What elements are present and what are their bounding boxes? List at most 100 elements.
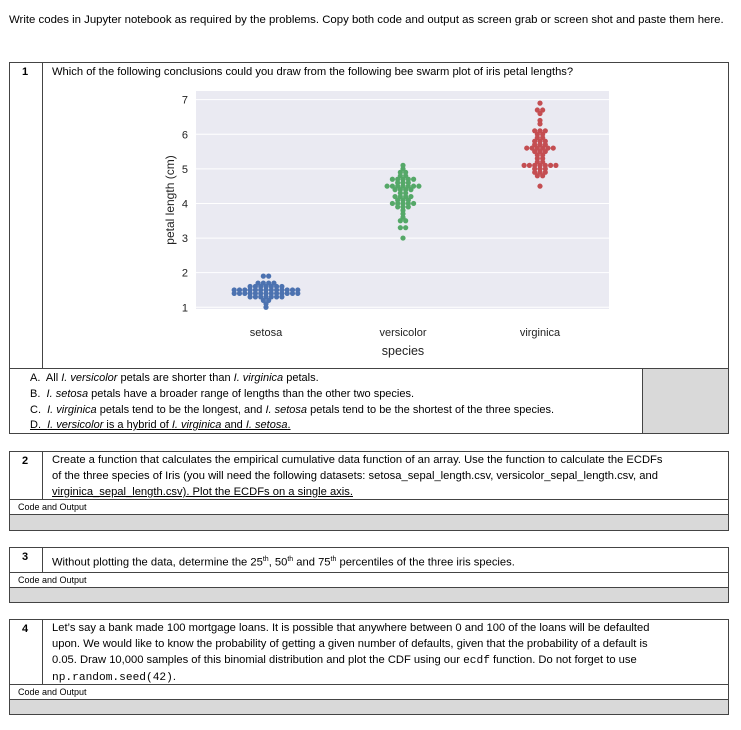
swarm-point xyxy=(403,173,409,179)
option-a[interactable]: A. All I. versicolor petals are shorter … xyxy=(30,372,319,384)
swarm-point xyxy=(537,100,543,106)
swarm-point xyxy=(242,287,248,293)
code-output-label: Code and Output xyxy=(18,502,87,512)
swarm-point xyxy=(268,283,274,290)
swarm-point xyxy=(534,173,540,179)
swarm-point xyxy=(416,183,422,189)
instructions-text: Write codes in Jupyter notebook as requi… xyxy=(9,14,724,26)
x-tick-label: virginica xyxy=(520,327,561,339)
code-output-label: Code and Output xyxy=(18,575,87,585)
swarm-point xyxy=(553,162,559,168)
swarm-point xyxy=(260,273,266,279)
swarm-point xyxy=(266,273,272,279)
swarm-point xyxy=(405,197,411,203)
swarm-point xyxy=(403,225,409,231)
swarm-point xyxy=(403,190,409,196)
swarm-point xyxy=(397,225,403,231)
swarm-point xyxy=(400,235,406,241)
question-number: 4 xyxy=(22,623,29,635)
swarm-point xyxy=(542,142,548,148)
swarm-point xyxy=(258,294,264,300)
code-output-area[interactable] xyxy=(9,699,729,715)
y-tick-label: 2 xyxy=(182,268,188,280)
y-axis-title: petal length (cm) xyxy=(163,155,177,244)
swarm-point xyxy=(526,162,533,168)
question-number: 3 xyxy=(22,551,29,563)
swarm-point xyxy=(550,145,556,151)
swarm-point xyxy=(400,162,406,168)
code-output-label: Code and Output xyxy=(18,687,87,697)
swarm-point xyxy=(279,283,285,290)
question-text: Which of the following conclusions could… xyxy=(52,66,574,78)
swarm-point xyxy=(537,117,543,124)
option-d[interactable]: D. I. versicolor is a hybrid of I. virgi… xyxy=(30,419,291,431)
swarm-point xyxy=(236,287,243,293)
swarm-point xyxy=(397,187,403,193)
swarm-point xyxy=(397,173,403,179)
swarm-point xyxy=(534,145,540,151)
swarm-point xyxy=(263,294,269,300)
swarm-point xyxy=(542,128,548,134)
swarm-point xyxy=(405,180,411,186)
y-tick-label: 1 xyxy=(182,302,188,314)
swarm-point xyxy=(534,159,540,165)
option-b[interactable]: B. I. setosa petals have a broader range… xyxy=(30,388,415,400)
swarm-point xyxy=(540,159,546,165)
swarm-point xyxy=(268,294,274,300)
question-text: Let’s say a bank made 100 mortgage loans… xyxy=(52,622,650,684)
swarm-point xyxy=(389,176,395,182)
swarm-point xyxy=(295,290,301,297)
swarm-point xyxy=(537,128,543,134)
x-tick-label: setosa xyxy=(250,327,283,339)
swarm-point xyxy=(521,162,527,168)
swarm-point xyxy=(540,135,546,141)
code-output-area[interactable] xyxy=(9,587,729,603)
swarm-point xyxy=(537,183,543,189)
y-tick-label: 3 xyxy=(182,233,188,245)
question-number: 1 xyxy=(22,66,29,78)
question-text: Create a function that calculates the em… xyxy=(52,454,663,498)
x-tick-label: versicolor xyxy=(379,327,426,339)
swarm-point xyxy=(411,176,417,182)
swarm-point xyxy=(540,173,546,179)
swarm-point xyxy=(289,290,296,297)
swarm-point xyxy=(284,290,290,297)
swarm-point xyxy=(258,283,264,290)
swarm-point xyxy=(542,166,548,172)
swarm-point xyxy=(411,200,417,207)
y-tick-label: 7 xyxy=(182,95,188,107)
swarm-point xyxy=(532,128,538,134)
swarm-point xyxy=(534,107,540,113)
y-tick-label: 6 xyxy=(182,129,188,141)
swarm-point xyxy=(400,211,406,217)
swarm-point xyxy=(408,187,414,193)
swarm-point xyxy=(263,304,269,310)
swarm-point xyxy=(397,193,403,200)
swarm-point xyxy=(524,145,530,151)
option-c[interactable]: C. I. virginica petals tend to be the lo… xyxy=(30,404,555,416)
swarm-point xyxy=(274,283,280,290)
swarm-point xyxy=(279,294,285,300)
swarm-point xyxy=(384,183,390,189)
swarm-point xyxy=(274,294,280,300)
swarm-point xyxy=(548,162,554,168)
swarm-point xyxy=(247,283,253,290)
swarm-point xyxy=(540,107,546,113)
answer-box-1[interactable] xyxy=(642,368,729,434)
question-number: 2 xyxy=(22,455,29,467)
code-output-area[interactable] xyxy=(9,514,729,531)
swarm-point xyxy=(252,294,258,300)
swarm-point xyxy=(534,152,540,158)
swarm-point xyxy=(252,283,258,290)
swarm-point xyxy=(540,152,546,158)
swarm-point xyxy=(403,218,409,224)
swarm-point xyxy=(389,200,395,207)
swarm-point xyxy=(263,283,269,290)
swarm-point xyxy=(529,145,535,151)
y-tick-label: 5 xyxy=(182,164,188,176)
swarm-point xyxy=(231,287,237,293)
y-tick-label: 4 xyxy=(182,198,188,210)
x-axis-title: species xyxy=(382,344,424,358)
question-text: Without plotting the data, determine the… xyxy=(52,556,515,569)
